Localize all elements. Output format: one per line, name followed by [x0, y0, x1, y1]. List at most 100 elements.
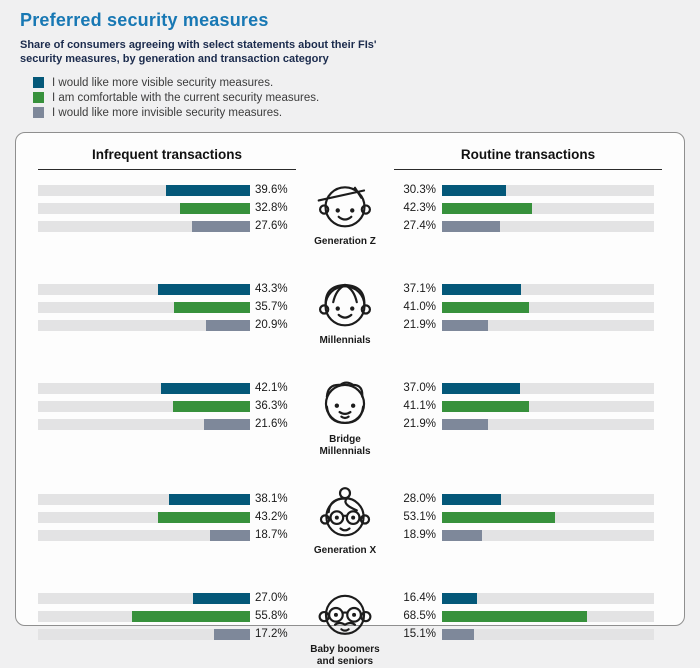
- baby-boomers-face-icon: [303, 584, 387, 642]
- bar-fill: [169, 493, 250, 505]
- legend-swatch: [33, 77, 44, 89]
- bar-value-label: 43.2%: [255, 511, 288, 524]
- generation-icon-cell: Millennials: [296, 283, 394, 347]
- chart-panel: Infrequent transactions Routine transact…: [15, 131, 685, 667]
- routine-bar: 21.9%: [394, 418, 662, 430]
- bar-fill: [442, 529, 483, 541]
- routine-bars: 37.0% 41.1% 21.9%: [394, 382, 662, 437]
- bar-track: [38, 202, 250, 214]
- millennials-face-icon: [316, 275, 374, 333]
- bar-track: [38, 184, 250, 196]
- bar-fill: [442, 301, 529, 313]
- bar-value-label: 21.9%: [403, 319, 436, 332]
- bar-track: [442, 301, 654, 313]
- legend-swatch: [33, 107, 44, 119]
- bar-track: [442, 184, 654, 196]
- infrequent-bar: 17.2%: [38, 628, 296, 640]
- page-subtitle: Share of consumers agreeing with select …: [20, 39, 377, 66]
- bar-value-label: 37.0%: [403, 382, 436, 395]
- bar-value-label: 36.3%: [255, 400, 288, 413]
- routine-bar: 53.1%: [394, 511, 662, 524]
- infrequent-bar: 42.1%: [38, 382, 296, 394]
- generation-x-face-icon: [314, 485, 376, 543]
- bar-track: [442, 628, 654, 640]
- generation-label: Generation Z: [314, 235, 376, 247]
- generation-group-row: 42.1% 36.3% 21.6% Bridge Millennials 37.0% 41…: [38, 381, 662, 458]
- infrequent-bar: 18.7%: [38, 529, 296, 542]
- bar-value-label: 20.9%: [255, 319, 288, 332]
- bar-value-label: 68.5%: [403, 610, 436, 623]
- routine-bar: 28.0%: [394, 493, 662, 506]
- header-spacer: [296, 147, 394, 170]
- bar-fill: [192, 592, 250, 604]
- bar-value-label: 53.1%: [403, 511, 436, 524]
- bar-fill: [442, 400, 530, 412]
- infrequent-bar: 43.2%: [38, 511, 296, 524]
- bar-value-label: 35.7%: [255, 301, 288, 314]
- routine-bar: 41.0%: [394, 301, 662, 314]
- legend-item: I would like more visible security measu…: [33, 77, 700, 89]
- page-title: Preferred security measures: [20, 10, 269, 30]
- bar-fill: [442, 283, 521, 295]
- generation-label: Bridge Millennials: [319, 433, 371, 457]
- bar-value-label: 30.3%: [403, 184, 436, 197]
- legend-item: I would like more invisible security mea…: [33, 107, 700, 119]
- infrequent-bar: 36.3%: [38, 400, 296, 413]
- routine-bar: 68.5%: [394, 610, 662, 623]
- bar-value-label: 28.0%: [403, 493, 436, 506]
- infrequent-bars: 42.1% 36.3% 21.6%: [38, 382, 296, 437]
- bar-track: [442, 319, 654, 331]
- bar-fill: [158, 511, 250, 523]
- column-headers: Infrequent transactions Routine transact…: [38, 147, 662, 170]
- bar-value-label: 27.6%: [255, 220, 288, 233]
- bar-track: [442, 382, 654, 394]
- bar-track: [38, 382, 250, 394]
- bar-fill: [442, 220, 501, 232]
- routine-bar: 37.1%: [394, 283, 662, 296]
- bar-value-label: 37.1%: [403, 283, 436, 296]
- bar-track: [442, 592, 654, 604]
- routine-bar: 16.4%: [394, 592, 662, 605]
- page: Preferred security measures Share of con…: [15, 10, 700, 667]
- bar-track: [442, 400, 654, 412]
- routine-bar: 21.9%: [394, 319, 662, 332]
- bar-fill: [205, 319, 250, 331]
- infrequent-bar: 20.9%: [38, 319, 296, 332]
- infrequent-bar: 35.7%: [38, 301, 296, 314]
- bar-value-label: 41.1%: [403, 400, 436, 413]
- bar-track: [38, 301, 250, 313]
- generation-group-row: 39.6% 32.8% 27.6% Generation Z 30.3% 42.3% 27.…: [38, 184, 662, 248]
- bar-value-label: 18.9%: [403, 529, 436, 542]
- bar-value-label: 41.0%: [403, 301, 436, 314]
- generation-label: Millennials: [319, 334, 371, 346]
- bar-fill: [442, 628, 474, 640]
- legend-swatch: [33, 92, 44, 104]
- generation-rows: 39.6% 32.8% 27.6% Generation Z 30.3% 42.3% 27.…: [38, 184, 662, 668]
- infrequent-bar: 38.1%: [38, 493, 296, 505]
- bar-value-label: 21.6%: [255, 418, 288, 431]
- column-header-routine: Routine transactions: [394, 147, 662, 170]
- bar-value-label: 27.0%: [255, 592, 288, 605]
- bar-track: [38, 592, 250, 604]
- infrequent-bar: 32.8%: [38, 202, 296, 215]
- routine-bars: 28.0% 53.1% 18.9%: [394, 493, 662, 548]
- routine-bar: 18.9%: [394, 529, 662, 542]
- bar-value-label: 55.8%: [255, 610, 288, 623]
- generation-icon-cell: Bridge Millennials: [296, 381, 394, 458]
- bar-track: [38, 400, 250, 412]
- routine-bar: 15.1%: [394, 628, 662, 640]
- bar-value-label: 42.3%: [403, 202, 436, 215]
- infrequent-bars: 38.1% 43.2% 18.7%: [38, 493, 296, 548]
- generation-group-row: 43.3% 35.7% 20.9% Millennials 37.1% 41.0% 21.9…: [38, 283, 662, 347]
- bar-fill: [442, 202, 532, 214]
- column-header-infrequent: Infrequent transactions: [38, 147, 296, 170]
- bar-value-label: 16.4%: [403, 592, 436, 605]
- bar-value-label: 32.8%: [255, 202, 288, 215]
- routine-bar: 27.4%: [394, 220, 662, 232]
- routine-bars: 30.3% 42.3% 27.4%: [394, 184, 662, 239]
- bar-value-label: 39.6%: [255, 184, 288, 197]
- generation-icon-cell: Baby boomers and seniors: [296, 593, 394, 668]
- bar-value-label: 18.7%: [255, 529, 288, 542]
- bridge-millennials-face-icon: [303, 374, 387, 432]
- generation-label: Generation X: [313, 544, 377, 556]
